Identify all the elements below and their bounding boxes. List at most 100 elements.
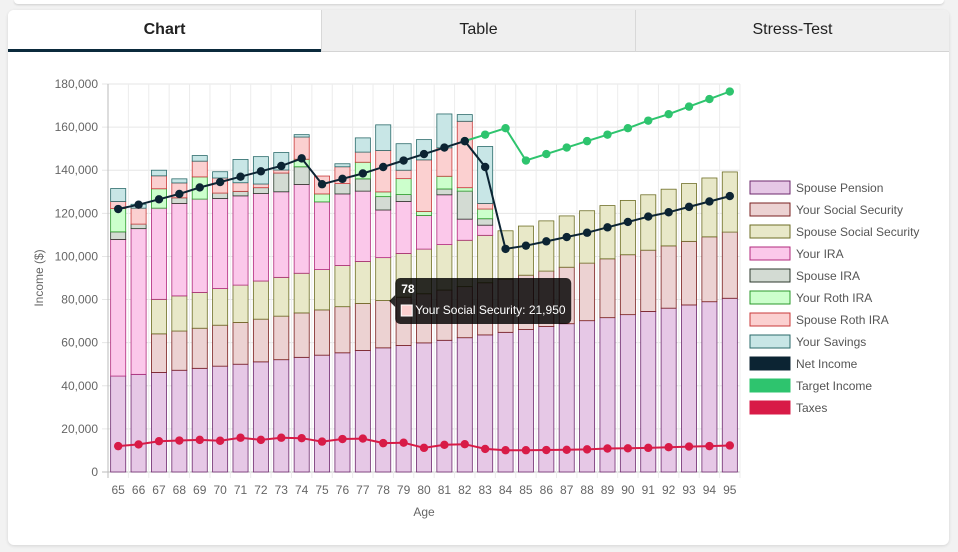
point-target-income (664, 109, 673, 119)
bar-segment (252, 183, 269, 189)
x-tick-label: 67 (152, 483, 166, 497)
bar-segment (314, 193, 331, 203)
point-taxes (603, 444, 612, 453)
tab-stress-test[interactable]: Stress-Test (635, 10, 949, 52)
bar-segment (232, 190, 249, 197)
point-net-income (358, 169, 368, 178)
x-tick-label: 70 (213, 483, 227, 497)
bar-segment (477, 234, 494, 284)
point-net-income (317, 180, 327, 189)
x-tick-label: 90 (621, 483, 635, 497)
point-taxes (501, 446, 510, 455)
point-net-income (684, 202, 694, 212)
x-tick-label: 77 (356, 483, 370, 497)
point-net-income (582, 228, 592, 237)
point-net-income (501, 244, 510, 254)
bar-segment (701, 177, 718, 238)
bar-segment (416, 215, 432, 250)
bar-segment (579, 210, 596, 264)
point-net-income (480, 162, 490, 172)
bar-segment (517, 225, 534, 276)
legend-label: Spouse Roth IRA (796, 313, 889, 327)
point-taxes (562, 445, 571, 454)
point-target-income (582, 136, 592, 146)
x-tick-label: 69 (193, 483, 207, 497)
point-taxes (338, 434, 347, 444)
point-taxes (134, 440, 143, 449)
bar-segment (252, 280, 269, 320)
tooltip-label: Your Social Security: 21,950 (415, 303, 566, 317)
bar-segment (395, 345, 412, 473)
legend-swatch (749, 378, 791, 393)
point-net-income (644, 212, 653, 221)
bar-segment (151, 372, 167, 473)
x-tick-label: 85 (519, 483, 533, 497)
bar-segment (477, 208, 494, 220)
bar-segment (395, 169, 412, 180)
bar-segment (436, 194, 453, 245)
tab-table[interactable]: Table (321, 10, 635, 52)
tab-chart[interactable]: Chart (8, 10, 321, 52)
bar-segment (456, 218, 473, 241)
legend-label: Taxes (796, 401, 827, 415)
bar-segment (314, 309, 331, 356)
point-net-income (521, 241, 531, 250)
legend-label: Spouse Pension (796, 181, 883, 195)
point-net-income (113, 204, 123, 214)
legend-label: Spouse IRA (796, 269, 860, 283)
bar-segment (293, 312, 310, 358)
bar-segment (151, 333, 167, 373)
bar-segment (497, 230, 514, 280)
point-taxes (725, 441, 735, 450)
bar-segment (314, 269, 331, 311)
point-taxes (521, 446, 531, 455)
bar-segment (273, 276, 290, 317)
point-taxes (277, 433, 286, 442)
legend-swatch (749, 202, 791, 217)
bar-segment (436, 175, 453, 190)
bar-segment (130, 223, 147, 230)
x-tick-label: 66 (132, 483, 146, 497)
bar-segment (151, 169, 167, 177)
bar-segment (640, 194, 657, 251)
bar-segment (110, 239, 127, 377)
legend-label: Target Income (796, 379, 872, 393)
y-tick-label: 120,000 (55, 206, 99, 220)
bar-segment (130, 228, 147, 375)
bar-segment (130, 373, 147, 473)
bar-segment (110, 188, 127, 202)
bar-segment (456, 114, 473, 122)
bar-segment (232, 284, 249, 323)
bar-segment (416, 159, 432, 212)
bar-segment (375, 196, 392, 211)
x-tick-label: 82 (458, 483, 472, 497)
bar-segment (416, 210, 432, 216)
bar-segment (701, 236, 718, 303)
legend-swatch (749, 180, 791, 195)
bar-segment (293, 134, 310, 138)
bar-segment (721, 231, 738, 299)
point-target-income (705, 94, 714, 104)
point-target-income (603, 130, 612, 139)
y-tick-label: 140,000 (55, 163, 99, 177)
bar-segment (375, 124, 392, 151)
point-net-income (154, 195, 164, 204)
point-net-income (134, 200, 143, 209)
x-tick-label: 76 (336, 483, 350, 497)
bar-segment (293, 166, 310, 185)
bar-segment (395, 194, 412, 202)
y-tick-label: 160,000 (55, 120, 99, 134)
point-target-income (562, 143, 571, 152)
tab-bar: Chart Table Stress-Test (8, 10, 949, 52)
y-axis-title: Income ($) (32, 249, 46, 306)
point-taxes (256, 435, 266, 445)
point-net-income (175, 189, 184, 199)
bar-segment (314, 354, 331, 473)
point-net-income (623, 217, 633, 227)
bar-segment (375, 209, 392, 259)
bar-segment (212, 171, 229, 179)
x-tick-label: 65 (112, 483, 126, 497)
legend-label: Your Social Security (796, 203, 903, 217)
bar-segment (232, 195, 249, 286)
